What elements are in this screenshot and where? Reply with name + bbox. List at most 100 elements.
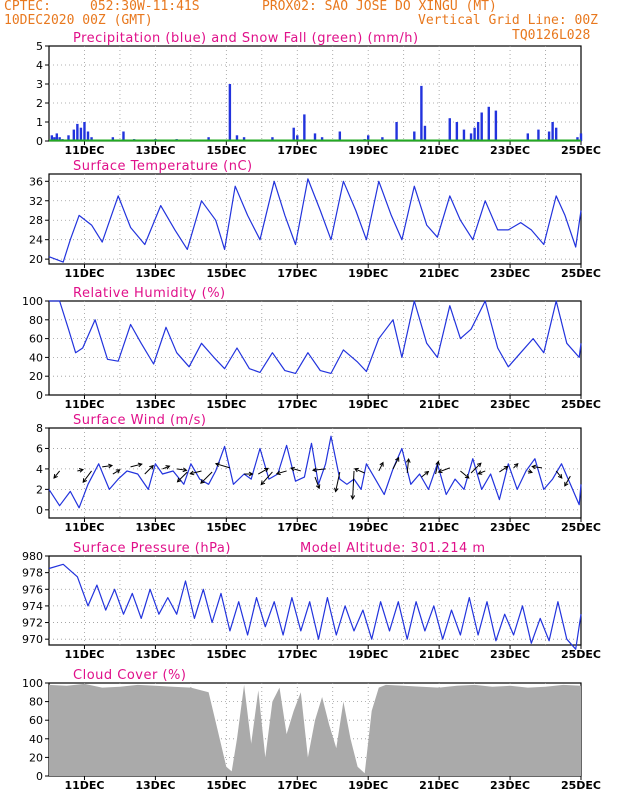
y-tick-label: 36 <box>29 175 43 188</box>
precip-bar <box>111 137 115 141</box>
wind-arrow-head <box>149 464 154 470</box>
wind-arrow <box>130 463 142 468</box>
wind-arrow <box>335 471 341 492</box>
precip-bar <box>579 133 583 141</box>
x-tick-label: 17DEC <box>277 648 317 661</box>
wind-arrow <box>564 475 571 487</box>
wind-arrow-head <box>405 457 411 463</box>
wind-arrow <box>260 471 273 485</box>
wind-arrow <box>276 470 287 475</box>
x-tick-label: 19DEC <box>348 267 388 280</box>
x-tick-label: 19DEC <box>348 779 388 792</box>
x-tick-label: 11DEC <box>64 267 104 280</box>
header-date: 10DEC2020 00Z (GMT) <box>4 13 153 28</box>
y-tick-label: 5 <box>36 40 43 53</box>
panel-title: Surface Temperature (nC) <box>73 159 253 174</box>
cloud-cover-area <box>49 683 581 776</box>
wind-arrow <box>354 468 365 474</box>
wind-arrow <box>392 457 400 470</box>
wind-arrow <box>352 470 355 499</box>
precip-bar <box>547 131 551 141</box>
precip-bar <box>79 127 83 141</box>
y-tick-label: 20 <box>29 751 43 764</box>
x-tick-label: 13DEC <box>135 521 175 534</box>
precip-bar <box>526 133 529 141</box>
precip-bar <box>67 135 70 141</box>
wind-arrow <box>312 468 326 471</box>
precip-bar <box>494 110 498 141</box>
precip-bar <box>381 137 384 141</box>
series-line <box>48 435 582 509</box>
precip-bar <box>469 133 473 141</box>
precip-bar <box>413 131 416 141</box>
wind-arrow-head <box>82 478 88 484</box>
wind-arrow <box>438 467 450 473</box>
precip-bar <box>72 129 76 141</box>
y-tick-label: 974 <box>22 600 43 613</box>
precip-bar <box>55 133 59 141</box>
wind-arrow <box>215 463 231 469</box>
wind-arrow <box>177 471 188 483</box>
wind-arrow <box>290 467 301 472</box>
wind-arrow <box>200 471 213 484</box>
y-tick-label: 60 <box>29 333 43 346</box>
x-tick-label: 19DEC <box>348 398 388 411</box>
wind-arrow-head <box>108 463 114 469</box>
precip-bar <box>207 137 210 141</box>
x-tick-label: 15DEC <box>206 267 246 280</box>
precip-bar <box>423 125 427 141</box>
panel-title: Cloud Cover (%) <box>73 668 186 683</box>
x-tick-label: 13DEC <box>135 779 175 792</box>
x-tick-label: 25DEC <box>561 398 601 411</box>
precip-bar <box>537 129 540 141</box>
x-tick-label: 23DEC <box>490 648 530 661</box>
wind-arrow-head <box>564 481 569 487</box>
x-tick-label: 23DEC <box>490 779 530 792</box>
wind-arrow-head <box>115 469 121 474</box>
y-tick-label: 100 <box>22 295 43 308</box>
plot-frame <box>48 300 582 396</box>
panel-5: 0 20 40 60 80 100 11DEC 13DEC 15DEC 17DEC 19DEC 21D… <box>22 668 601 792</box>
wind-arrow-head <box>464 474 470 479</box>
y-tick-label: 4 <box>36 59 43 72</box>
wind-arrow-head <box>264 467 270 473</box>
x-tick-label: 23DEC <box>490 267 530 280</box>
wind-arrow-head <box>503 465 509 471</box>
precip-bar <box>303 114 306 141</box>
precip-bar <box>313 133 317 141</box>
precip-bar <box>473 127 476 141</box>
header-agency: CPTEC: <box>4 0 51 14</box>
series-line <box>48 178 582 263</box>
wind-arrow <box>406 458 410 474</box>
wind-arrow-head <box>137 462 143 468</box>
wind-arrow-head <box>53 473 58 479</box>
wind-arrow-head <box>165 465 171 470</box>
x-tick-label: 15DEC <box>206 648 246 661</box>
x-tick-label: 11DEC <box>64 521 104 534</box>
panel-title: Surface Wind (m/s) <box>73 413 206 428</box>
precip-bar <box>476 122 480 141</box>
precip-bar <box>395 122 398 141</box>
y-tick-label: 0 <box>36 770 43 783</box>
x-tick-label: 21DEC <box>419 779 459 792</box>
precip-bar <box>551 122 554 141</box>
x-tick-label: 17DEC <box>277 521 317 534</box>
panel-2: 0 20 40 60 80 100 11DEC 13DEC 15DEC 17DEC 19DEC 21D… <box>22 286 601 411</box>
x-tick-label: 17DEC <box>277 267 317 280</box>
plot-frame <box>48 555 582 646</box>
y-tick-label: 20 <box>29 370 43 383</box>
wind-arrow-head <box>477 470 483 475</box>
x-tick-label: 19DEC <box>348 144 388 157</box>
wind-arrow <box>144 465 154 475</box>
x-tick-label: 23DEC <box>490 144 530 157</box>
wind-arrow-head <box>315 484 321 490</box>
wind-arrow-head <box>311 467 317 473</box>
header-station: PROX02: SAO JOSE DO XINGU (MT) <box>262 0 497 14</box>
wind-arrow-head <box>513 462 519 468</box>
wind-arrow-head <box>353 467 359 473</box>
x-tick-label: 15DEC <box>206 521 246 534</box>
wind-arrow-head <box>528 469 533 474</box>
x-tick-label: 17DEC <box>277 398 317 411</box>
wind-arrow <box>499 465 509 473</box>
wind-arrow-head <box>437 468 443 474</box>
